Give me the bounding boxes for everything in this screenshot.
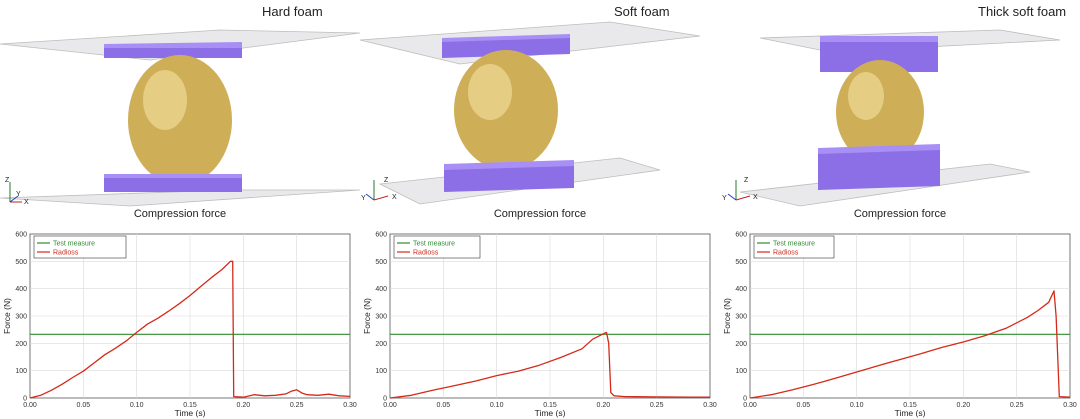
force-chart-thick-soft-foam: 0.00 0.05 0.10 0.15 0.20 0.25 0.30 0 100 200 300 40… — [722, 232, 1077, 419]
series-line-radioss — [749, 290, 1071, 399]
legend-box — [393, 235, 481, 259]
x-tick-label: 0.15 — [903, 402, 917, 409]
triad-z: Z — [384, 177, 389, 184]
force-chart-soft-foam: 0.00 0.05 0.10 0.15 0.20 0.25 0.30 0 100 200 300 40… — [362, 232, 717, 419]
triad-x: X — [24, 199, 29, 206]
panel-title: Soft foam — [614, 4, 670, 19]
y-tick-label: 300 — [735, 314, 747, 321]
y-tick-label: 200 — [15, 341, 27, 348]
legend-label: Radioss — [53, 250, 79, 257]
x-tick-label: 0.05 — [797, 402, 811, 409]
chart-title: Compression force — [133, 208, 227, 220]
x-tick-label: 0.25 — [650, 402, 664, 409]
y-tick-label: 600 — [15, 232, 27, 239]
axis-triad: Z Y X — [5, 177, 29, 206]
y-tick-label: 300 — [15, 314, 27, 321]
chart-title: Compression force — [493, 208, 587, 220]
panel-hard-foam: Hard foam Z Y X Compression force — [0, 0, 360, 419]
x-tick-label: 0.30 — [703, 402, 717, 409]
triad-y: Y — [16, 191, 21, 198]
triad-y: Y — [722, 195, 727, 202]
y-tick-label: 500 — [15, 259, 27, 266]
y-axis-label: Force (N) — [2, 298, 12, 334]
x-tick-label: 0.25 — [1010, 402, 1024, 409]
panel-title: Hard foam — [262, 4, 323, 19]
x-tick-label: 0.05 — [77, 402, 91, 409]
x-tick-label: 0.05 — [437, 402, 451, 409]
series-line-radioss — [389, 331, 710, 399]
top-platen — [820, 40, 938, 72]
legend-label: Test measure — [773, 241, 815, 248]
legend-label: Radioss — [413, 250, 439, 257]
y-tick-label: 500 — [735, 259, 747, 266]
y-tick-label: 500 — [375, 259, 387, 266]
bottom-plate — [0, 189, 360, 207]
x-tick-label: 0.00 — [383, 402, 397, 409]
legend-label: Radioss — [773, 250, 799, 257]
x-tick-label: 0.20 — [237, 402, 251, 409]
x-tick-label: 0.10 — [850, 402, 864, 409]
y-tick-label: 0 — [743, 396, 747, 403]
x-tick-label: 0.00 — [743, 402, 757, 409]
legend-box — [753, 235, 835, 259]
triad-x: X — [753, 194, 758, 201]
panel-title: Thick soft foam — [978, 4, 1067, 19]
axis-triad: Z Y X — [722, 177, 758, 202]
triad-y: Y — [361, 195, 366, 202]
bottom-platen — [444, 164, 574, 192]
panel-thick-soft-foam: Thick soft foam Z Y X Compression force — [720, 0, 1080, 419]
y-axis-label: Force (N) — [362, 298, 372, 334]
x-axis-label: Time (s) — [175, 408, 206, 418]
y-axis-label: Force (N) — [722, 298, 732, 334]
y-tick-label: 600 — [375, 232, 387, 239]
x-tick-label: 0.25 — [290, 402, 304, 409]
legend-box — [33, 235, 127, 259]
y-tick-label: 400 — [15, 286, 27, 293]
x-tick-label: 0.00 — [23, 402, 37, 409]
y-tick-label: 100 — [15, 368, 27, 375]
triad-z: Z — [744, 177, 749, 184]
y-tick-label: 100 — [375, 368, 387, 375]
bottom-platen — [104, 176, 242, 192]
x-axis-label: Time (s) — [535, 408, 566, 418]
y-tick-label: 0 — [23, 396, 27, 403]
x-tick-label: 0.10 — [490, 402, 504, 409]
panel-soft-foam: Soft foam Z Y X Compression force — [360, 0, 720, 419]
bottom-platen — [818, 148, 940, 190]
egg-scene: Z Y X — [0, 29, 360, 207]
legend-label: Test measure — [53, 241, 95, 248]
y-tick-label: 300 — [375, 314, 387, 321]
x-tick-label: 0.20 — [597, 402, 611, 409]
x-tick-label: 0.15 — [543, 402, 557, 409]
triad-z: Z — [5, 177, 10, 184]
top-platen — [104, 48, 242, 58]
force-chart-hard-foam: 0.00 0.05 0.10 0.15 0.20 0.25 0.30 0 100 200 300 40… — [2, 232, 357, 419]
y-tick-label: 0 — [383, 396, 387, 403]
x-tick-label: 0.30 — [1063, 402, 1077, 409]
axis-triad: Z Y X — [361, 177, 397, 202]
x-tick-label: 0.30 — [343, 402, 357, 409]
egg-scene: Z Y X — [722, 29, 1061, 207]
y-tick-label: 600 — [735, 232, 747, 239]
x-tick-label: 0.10 — [130, 402, 144, 409]
x-tick-label: 0.15 — [183, 402, 197, 409]
x-tick-label: 0.20 — [957, 402, 971, 409]
y-tick-label: 400 — [735, 286, 747, 293]
series-line-radioss — [29, 260, 351, 399]
x-axis-label: Time (s) — [895, 408, 926, 418]
legend-label: Test measure — [413, 241, 455, 248]
y-tick-label: 200 — [735, 341, 747, 348]
y-tick-label: 200 — [375, 341, 387, 348]
egg-scene: Z Y X — [360, 21, 701, 205]
y-tick-label: 400 — [375, 286, 387, 293]
y-tick-label: 100 — [735, 368, 747, 375]
chart-title: Compression force — [853, 208, 947, 220]
top-platen — [442, 36, 570, 58]
triad-x: X — [392, 194, 397, 201]
